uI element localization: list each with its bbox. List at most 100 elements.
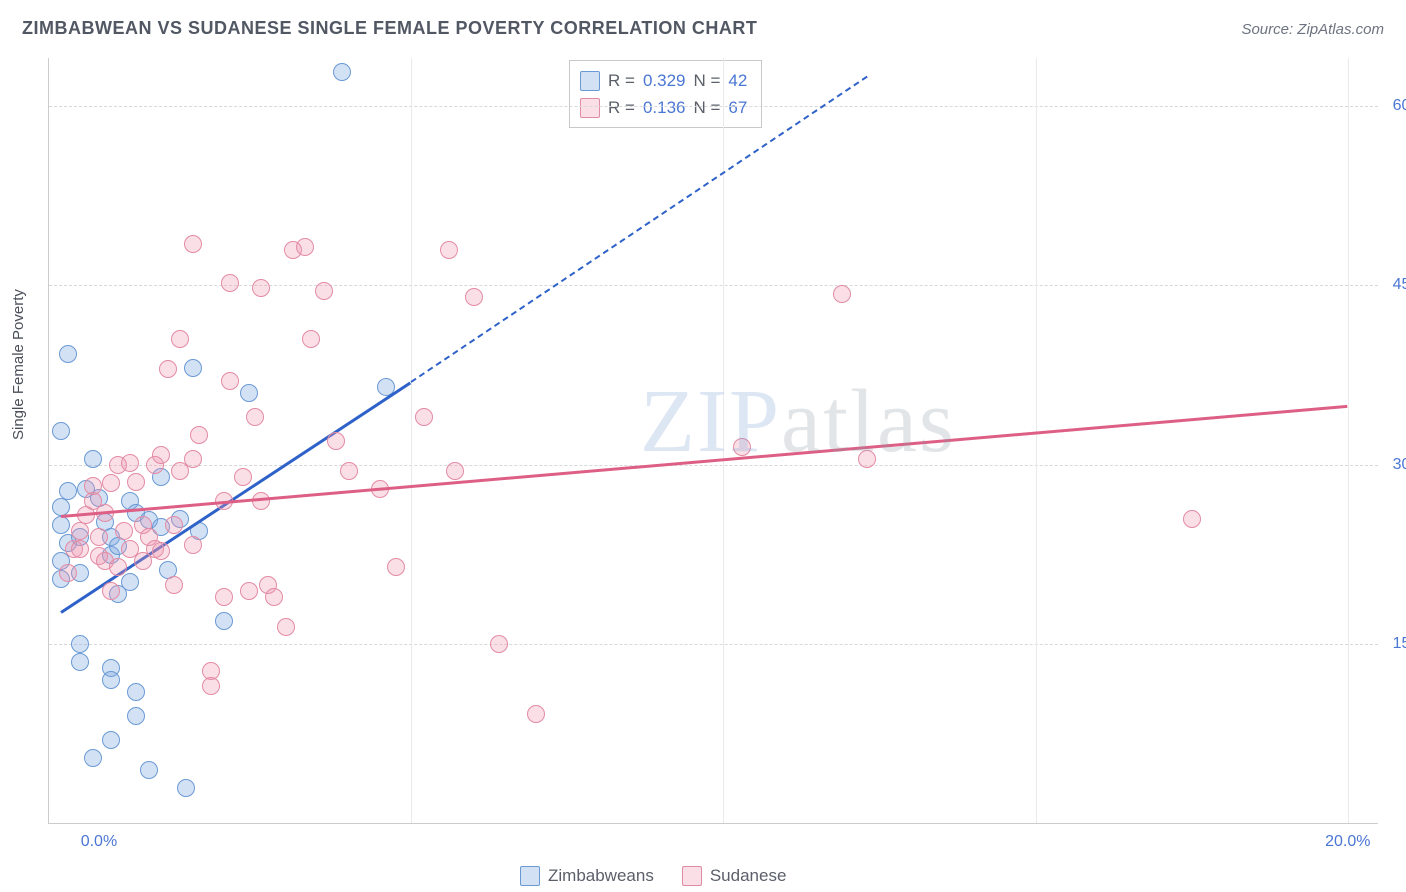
scatter-point [84,450,102,468]
scatter-point [221,274,239,292]
scatter-point [315,282,333,300]
r-label: R = [608,67,635,94]
n-value: 42 [728,67,747,94]
legend-swatch [580,71,600,91]
scatter-point [733,438,751,456]
scatter-point [858,450,876,468]
legend-item: Sudanese [682,866,787,886]
scatter-point [115,522,133,540]
gridline-vertical [1348,58,1349,823]
scatter-point [527,705,545,723]
gridline-vertical [411,58,412,823]
scatter-point [327,432,345,450]
n-label: N = [693,94,720,121]
plot-area: R = 0.329 N = 42R = 0.136 N = 67 15.0%30… [48,58,1378,824]
scatter-point [140,761,158,779]
scatter-point [84,477,102,495]
y-tick-label: 60.0% [1383,97,1406,115]
scatter-point [833,285,851,303]
correlation-legend-row: R = 0.329 N = 42 [580,67,747,94]
scatter-point [184,536,202,554]
scatter-point [102,671,120,689]
legend-swatch [520,866,540,886]
scatter-point [152,446,170,464]
scatter-point [221,372,239,390]
scatter-point [184,450,202,468]
legend-label: Zimbabweans [548,866,654,886]
scatter-point [127,473,145,491]
scatter-point [109,558,127,576]
chart-title: ZIMBABWEAN VS SUDANESE SINGLE FEMALE POV… [22,18,757,39]
scatter-point [165,516,183,534]
scatter-point [446,462,464,480]
scatter-point [102,731,120,749]
legend-swatch [682,866,702,886]
scatter-point [246,408,264,426]
y-tick-label: 15.0% [1383,635,1406,653]
scatter-point [333,63,351,81]
scatter-point [296,238,314,256]
legend-swatch [580,98,600,118]
trend-line [61,381,412,613]
scatter-point [415,408,433,426]
scatter-point [240,582,258,600]
scatter-point [127,683,145,701]
scatter-point [165,576,183,594]
scatter-point [127,707,145,725]
r-label: R = [608,94,635,121]
n-value: 67 [728,94,747,121]
n-label: N = [693,67,720,94]
y-tick-label: 45.0% [1383,276,1406,294]
scatter-point [84,749,102,767]
scatter-point [59,564,77,582]
gridline-horizontal [49,644,1378,645]
x-tick-label: 0.0% [81,833,117,851]
scatter-point [1183,510,1201,528]
scatter-point [171,330,189,348]
gridline-horizontal [49,465,1378,466]
scatter-point [52,422,70,440]
scatter-point [71,653,89,671]
scatter-point [177,779,195,797]
scatter-point [52,498,70,516]
scatter-point [102,582,120,600]
scatter-point [52,516,70,534]
scatter-point [277,618,295,636]
legend-item: Zimbabweans [520,866,654,886]
scatter-point [71,635,89,653]
scatter-point [252,279,270,297]
scatter-point [202,677,220,695]
scatter-point [90,528,108,546]
scatter-point [152,542,170,560]
scatter-point [184,359,202,377]
scatter-point [240,384,258,402]
scatter-point [440,241,458,259]
scatter-point [340,462,358,480]
correlation-legend-row: R = 0.136 N = 67 [580,94,747,121]
x-tick-label: 20.0% [1325,833,1370,851]
gridline-horizontal [49,285,1378,286]
scatter-point [265,588,283,606]
scatter-point [121,573,139,591]
scatter-point [102,474,120,492]
scatter-point [71,522,89,540]
chart-header: ZIMBABWEAN VS SUDANESE SINGLE FEMALE POV… [22,18,1384,39]
y-axis-label: Single Female Poverty [10,289,27,440]
scatter-point [302,330,320,348]
source-label: Source: ZipAtlas.com [1241,21,1384,38]
scatter-point [215,588,233,606]
correlation-legend: R = 0.329 N = 42R = 0.136 N = 67 [569,60,762,128]
scatter-point [59,345,77,363]
scatter-point [159,360,177,378]
scatter-point [490,635,508,653]
scatter-point [387,558,405,576]
legend-label: Sudanese [710,866,787,886]
gridline-horizontal [49,106,1378,107]
scatter-point [59,482,77,500]
scatter-point [190,426,208,444]
scatter-point [121,454,139,472]
scatter-point [184,235,202,253]
y-tick-label: 30.0% [1383,456,1406,474]
scatter-point [215,612,233,630]
r-value: 0.136 [643,94,686,121]
